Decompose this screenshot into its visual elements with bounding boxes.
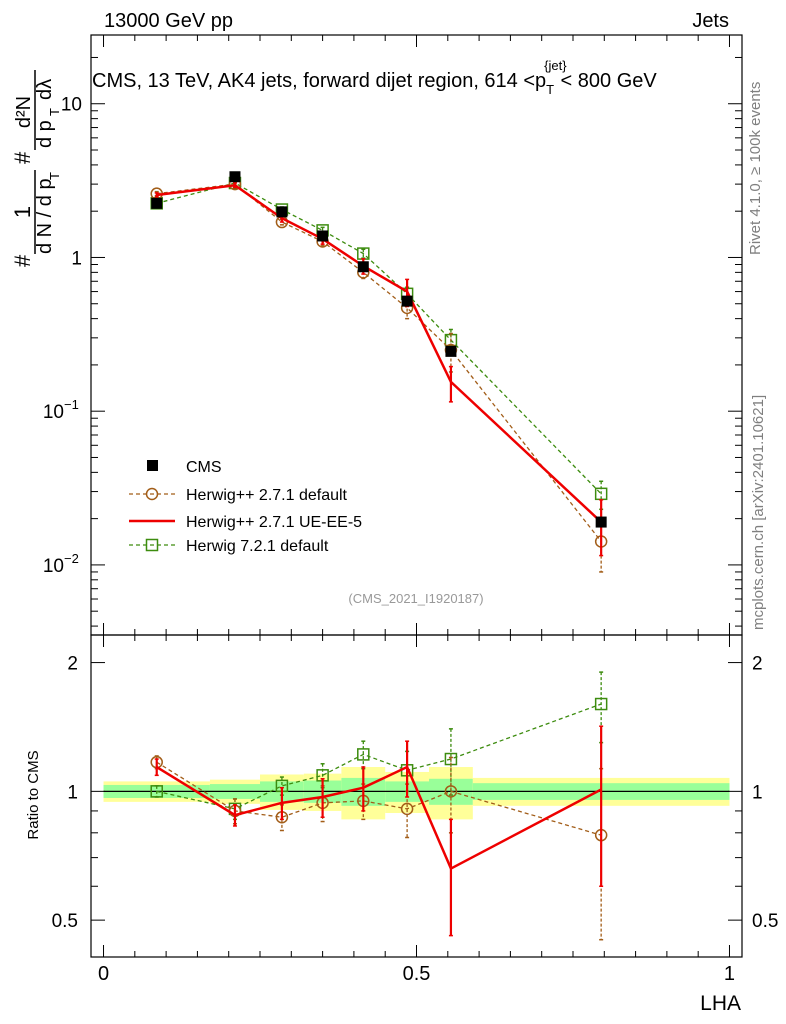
x-tick-label: 1	[724, 963, 735, 985]
ylabel-one: 1	[10, 206, 35, 218]
main-y-axis-label: # 1 d N / d p T # d²N d p T dλ	[10, 70, 62, 267]
legend-herwig7-label: Herwig 7.2.1 default	[186, 538, 329, 555]
cms-data-point	[357, 261, 369, 273]
y-tick-label-ratio-right: 1	[752, 782, 763, 803]
legend-herwig7-marker	[145, 538, 159, 552]
ratio-series-layer	[150, 671, 608, 941]
y-tick-label-main-exponent: −2	[64, 551, 79, 566]
x-tick-label: 0.5	[403, 963, 431, 985]
cms-data-point	[445, 345, 457, 357]
y-tick-label-ratio-left: 0.5	[52, 911, 78, 932]
main-series-layer	[150, 171, 608, 573]
ratio-point-herwig-7-2-1-default	[357, 748, 370, 761]
y-tick-label-main-exponent: −1	[64, 397, 79, 412]
x-axis-label: LHA	[700, 992, 741, 1015]
plot-title: CMS, 13 TeV, AK4 jets, forward dijet reg…	[92, 58, 657, 97]
cms-data-point	[276, 206, 288, 218]
ylabel-dn-dpt: d N / d p	[34, 178, 56, 254]
ylabel-d2n: d²N	[13, 96, 35, 128]
y-tick-label-main: 10	[61, 95, 82, 116]
legend-cms-marker	[147, 460, 158, 471]
ylabel-hash-1: #	[10, 254, 35, 267]
ylabel-hash-2: #	[10, 151, 35, 164]
mcplots-credit-label: mcplots.cern.ch [arXiv:2401.10621]	[750, 395, 767, 630]
cms-data-point	[229, 171, 241, 183]
header-energy-label: 13000 GeV pp	[104, 10, 233, 32]
ratio-point-herwig-2-7-1-default	[400, 802, 414, 816]
y-tick-label-ratio-left: 1	[67, 782, 78, 803]
ratio-series-line-herwig-7-2-1-default	[156, 703, 602, 810]
title-main: CMS, 13 TeV, AK4 jets, forward dijet reg…	[92, 70, 546, 92]
y-tick-label-main: 10	[43, 556, 64, 577]
ratio-point-herwig-7-2-1-default	[594, 697, 608, 711]
y-tick-label-main: 10	[43, 402, 64, 423]
cms-data-point	[401, 295, 413, 307]
main-series-line-herwig-2-7-1-ue-ee-5	[156, 183, 603, 523]
cms-data-point	[151, 197, 163, 209]
legend: CMS Herwig++ 2.7.1 default Herwig++ 2.7.…	[129, 459, 362, 555]
cms-data-point	[595, 516, 607, 528]
ylabel-dlambda: dλ	[34, 79, 56, 100]
rivet-version-label: Rivet 4.1.0, ≥ 100k events	[747, 82, 764, 255]
legend-cms-label: CMS	[186, 459, 222, 476]
x-tick-label: 0	[98, 963, 109, 985]
ratio-point-herwig-7-2-1-default	[150, 785, 163, 798]
legend-herwigpp-default-marker	[145, 487, 159, 501]
analysis-reference-label: (CMS_2021_I1920187)	[348, 591, 483, 606]
ratio-y-axis-label: Ratio to CMS	[25, 750, 42, 839]
title-sub: T	[546, 82, 554, 97]
header-jets-label: Jets	[692, 10, 729, 32]
legend-herwigpp-default-label: Herwig++ 2.7.1 default	[186, 487, 348, 504]
title-sup: {jet}	[544, 58, 567, 73]
ratio-series-line-herwig-2-7-1-ue-ee-5	[156, 765, 602, 871]
y-tick-label-main: 1	[71, 248, 82, 269]
ylabel-dp: d p	[34, 120, 56, 148]
y-tick-label-ratio-right: 2	[752, 654, 763, 675]
ylabel-sub-t-1: T	[47, 172, 62, 180]
ratio-point-herwig-2-7-1-default	[444, 785, 458, 798]
y-tick-label-ratio-left: 2	[67, 654, 78, 675]
main-series-line-herwig-7-2-1-default	[156, 182, 602, 495]
ylabel-sub-t-2: T	[47, 108, 62, 116]
legend-herwigpp-ueee5-label: Herwig++ 2.7.1 UE-EE-5	[186, 514, 362, 531]
cms-data-point	[317, 230, 329, 242]
title-end: < 800 GeV	[561, 70, 658, 92]
y-tick-label-ratio-right: 0.5	[752, 911, 778, 932]
